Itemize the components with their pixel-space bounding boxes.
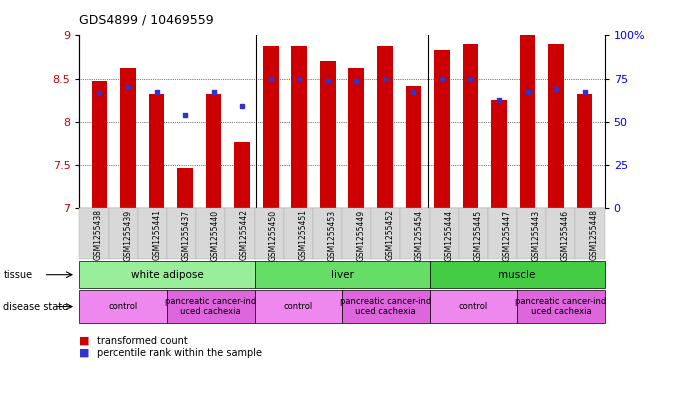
Point [208,88,219,95]
Text: GSM1255438: GSM1255438 [94,209,103,261]
Text: pancreatic cancer-ind
uced cachexia: pancreatic cancer-ind uced cachexia [340,297,431,316]
Bar [548,44,564,208]
Text: GSM1255452: GSM1255452 [386,209,395,261]
Text: transformed count: transformed count [97,336,187,346]
Text: liver: liver [330,270,354,280]
Text: ■: ■ [79,336,90,346]
Bar [348,68,364,208]
Text: GSM1255442: GSM1255442 [240,209,249,261]
Bar [292,46,307,208]
Text: pancreatic cancer-ind
uced cachexia: pancreatic cancer-ind uced cachexia [515,297,607,316]
Bar [520,35,536,208]
Text: GSM1255447: GSM1255447 [502,209,511,261]
Text: tissue: tissue [3,270,32,280]
Bar [463,44,478,208]
Point [379,75,390,82]
Text: disease state: disease state [3,301,68,312]
Text: control: control [108,302,138,311]
Point [265,75,276,82]
Bar [120,68,136,208]
Text: GSM1255453: GSM1255453 [328,209,337,261]
Point [408,88,419,95]
Text: GSM1255451: GSM1255451 [299,209,307,261]
Bar [149,94,164,208]
Point [122,84,133,90]
Bar [377,46,392,208]
Bar [320,61,336,208]
Point [465,75,476,82]
Point [94,90,105,96]
Text: GSM1255450: GSM1255450 [269,209,278,261]
Text: percentile rank within the sample: percentile rank within the sample [97,348,262,358]
Bar [406,86,422,208]
Text: GSM1255449: GSM1255449 [357,209,366,261]
Point [351,78,362,84]
Bar [491,100,507,208]
Point [437,75,448,82]
Text: GSM1255445: GSM1255445 [473,209,482,261]
Bar [177,168,193,208]
Bar [234,142,250,208]
Point [579,88,590,95]
Point [322,78,333,84]
Point [551,86,562,92]
Text: GSM1255440: GSM1255440 [211,209,220,261]
Bar [263,46,278,208]
Text: muscle: muscle [498,270,536,280]
Point [294,75,305,82]
Text: GSM1255446: GSM1255446 [561,209,570,261]
Point [522,88,533,95]
Text: GDS4899 / 10469559: GDS4899 / 10469559 [79,14,214,27]
Bar [92,81,107,208]
Text: GSM1255437: GSM1255437 [182,209,191,261]
Point [151,88,162,95]
Bar [577,94,592,208]
Text: GSM1255439: GSM1255439 [123,209,132,261]
Point [236,103,247,109]
Bar [206,94,221,208]
Text: ■: ■ [79,348,90,358]
Text: pancreatic cancer-ind
uced cachexia: pancreatic cancer-ind uced cachexia [165,297,256,316]
Text: white adipose: white adipose [131,270,203,280]
Text: GSM1255448: GSM1255448 [590,209,599,261]
Text: GSM1255443: GSM1255443 [531,209,540,261]
Text: GSM1255444: GSM1255444 [444,209,453,261]
Bar [434,50,450,208]
Text: control: control [284,302,313,311]
Text: GSM1255441: GSM1255441 [153,209,162,261]
Point [180,112,191,118]
Text: GSM1255454: GSM1255454 [415,209,424,261]
Text: control: control [459,302,488,311]
Point [493,97,504,103]
